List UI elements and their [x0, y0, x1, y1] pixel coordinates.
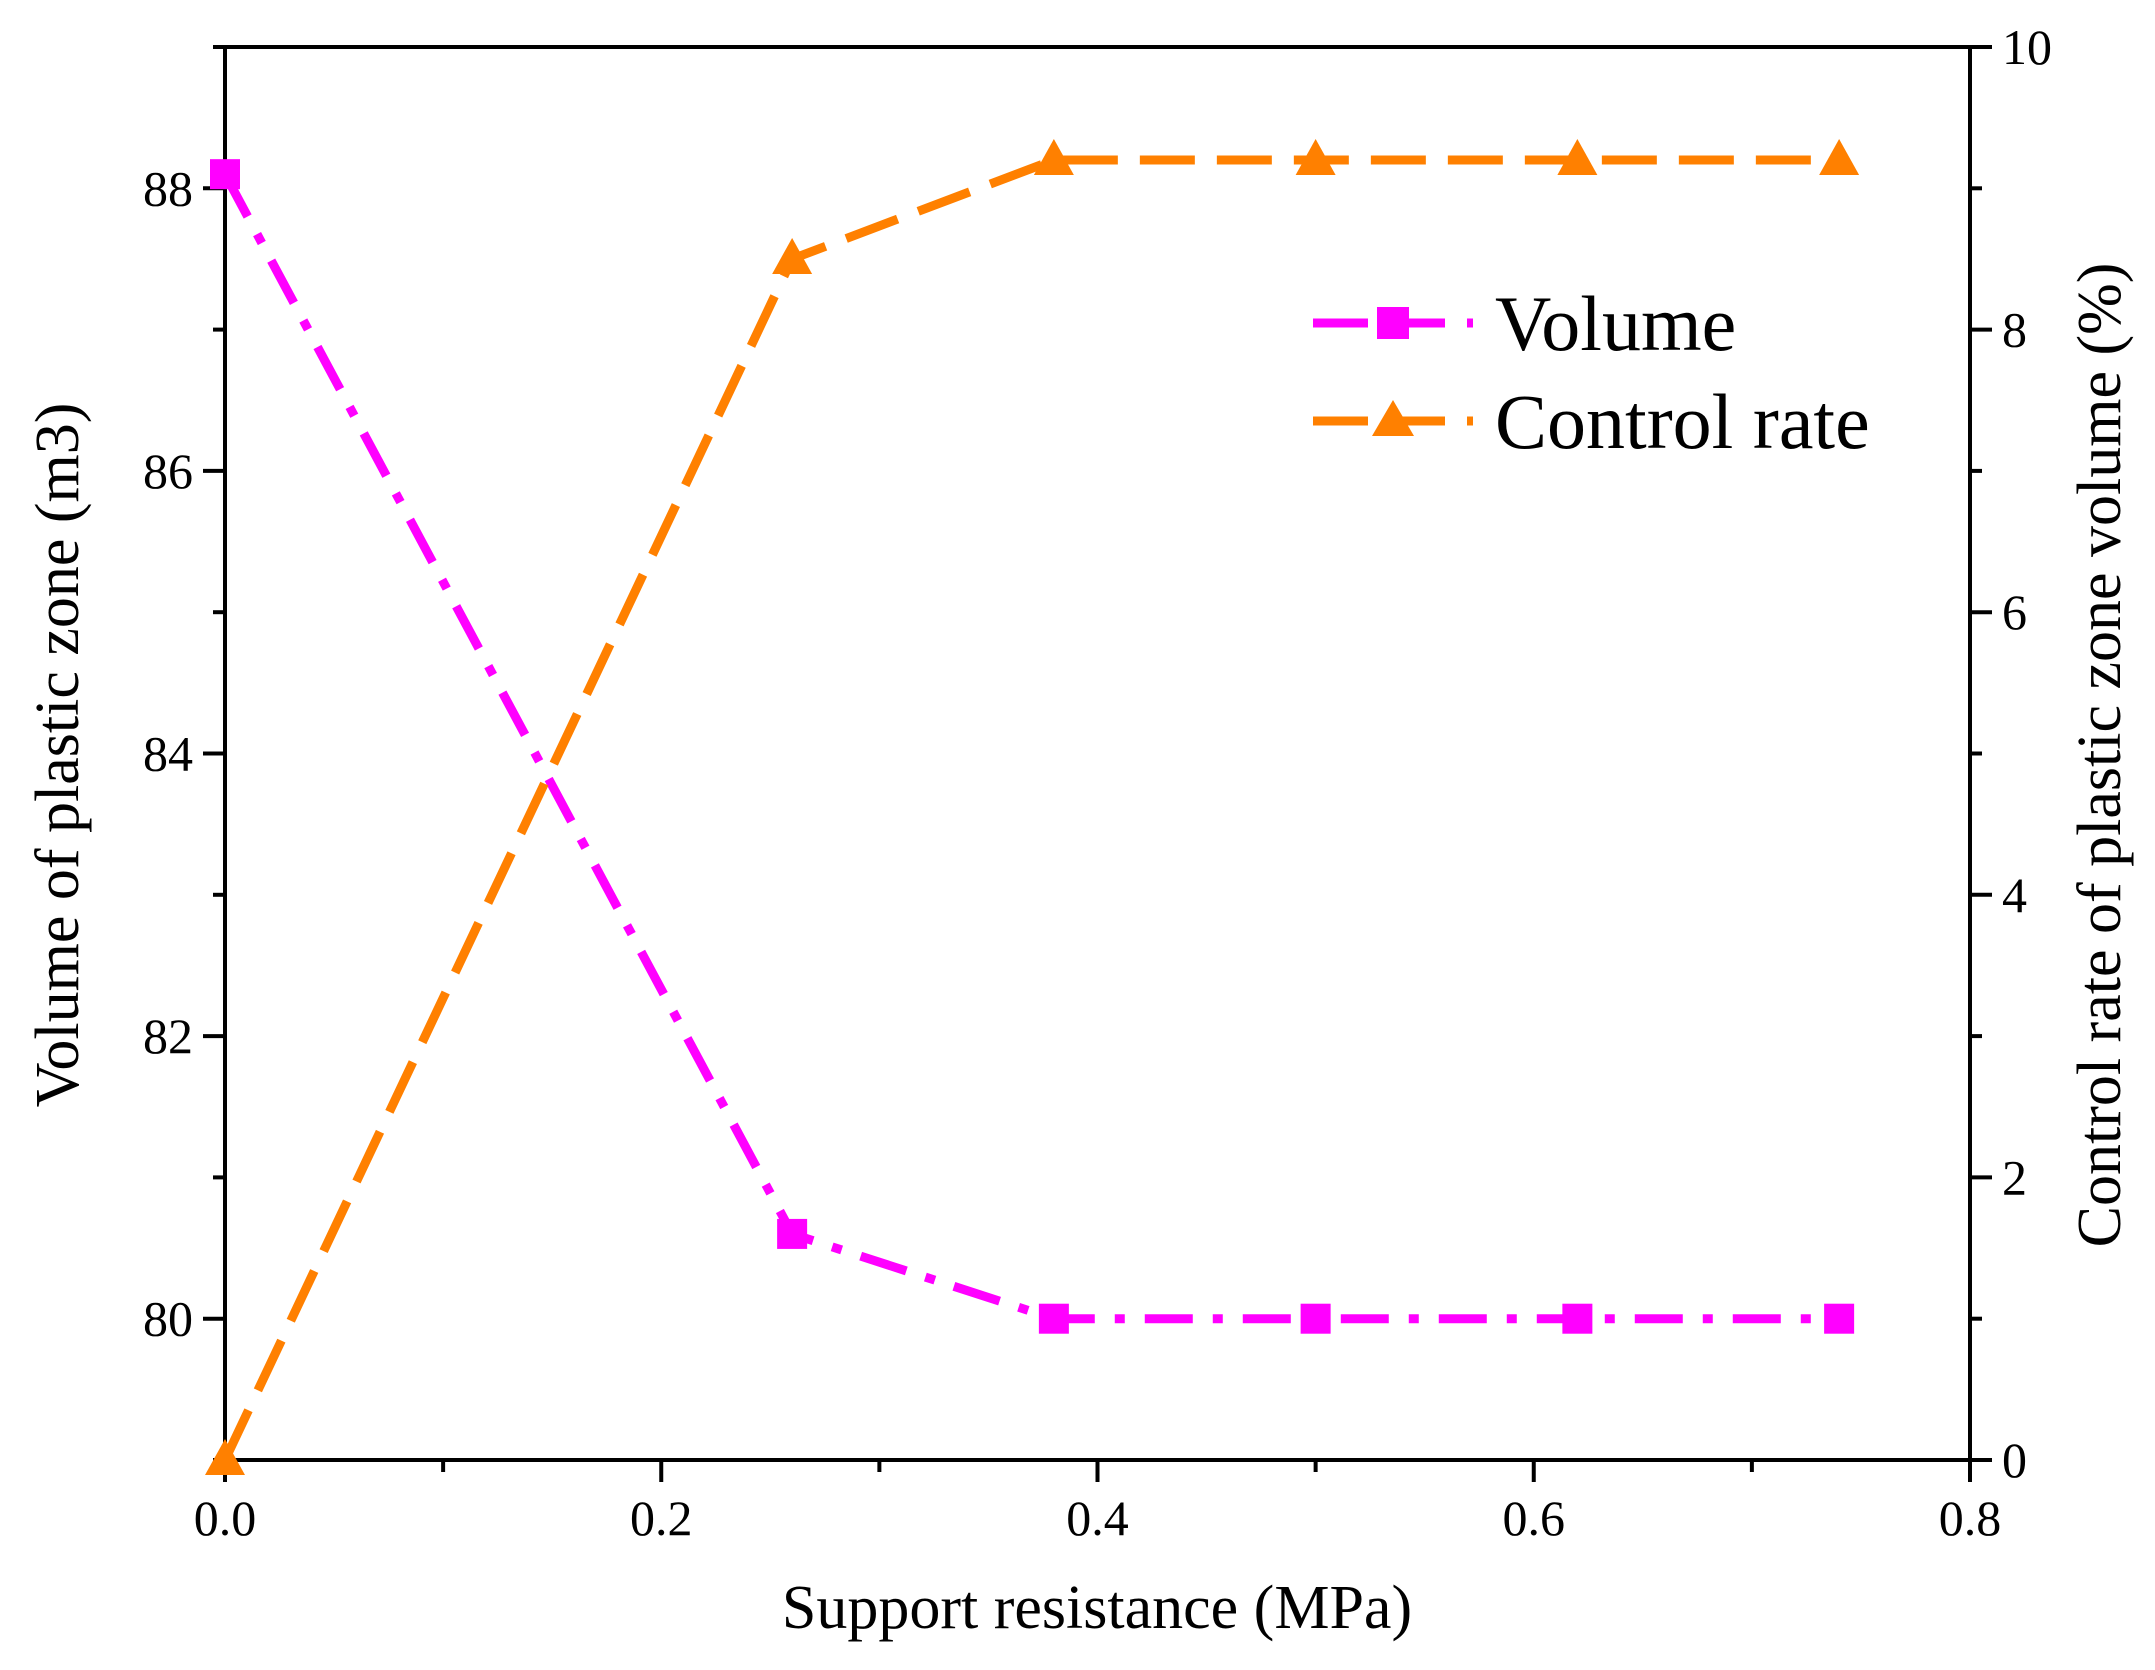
data-point-control-rate — [1557, 139, 1598, 176]
y-right-tick-label: 2 — [2002, 1149, 2027, 1205]
y-right-tick-label: 4 — [2002, 867, 2027, 923]
y-right-tick-label: 8 — [2002, 302, 2027, 358]
y-right-tick-label: 0 — [2002, 1432, 2027, 1488]
y-axis-left-title: Volume of plastic zone (m3) — [24, 403, 92, 1108]
x-axis: 0.0 0.2 0.4 0.6 0.8 — [194, 1460, 2002, 1546]
data-point-control-rate — [772, 237, 813, 274]
x-tick-label: 0.6 — [1503, 1490, 1566, 1546]
legend-label-control-rate: Control rate — [1495, 378, 1870, 465]
legend-label-volume: Volume — [1495, 280, 1736, 367]
legend-item-volume: Volume — [1313, 280, 1736, 367]
x-tick-label: 0.4 — [1066, 1490, 1129, 1546]
legend-marker-control-rate — [1372, 400, 1414, 436]
x-tick-label: 0.8 — [1939, 1490, 2002, 1546]
y-axis-right-title: Control rate of plastic zone volume (%) — [2066, 263, 2134, 1248]
data-point-control-rate — [1819, 139, 1860, 176]
series-line-volume — [221, 172, 1840, 1324]
data-point-volume — [210, 159, 240, 190]
data-point-volume — [1562, 1303, 1593, 1334]
data-point-volume — [1824, 1303, 1855, 1334]
legend: Volume Control rate — [1313, 280, 1870, 465]
data-point-control-rate — [1295, 139, 1336, 176]
x-tick-label: 0.0 — [194, 1490, 257, 1546]
y-axis-left: 80 82 84 86 88 — [143, 45, 225, 1462]
y-left-tick-label: 84 — [143, 726, 193, 782]
x-tick-label: 0.2 — [630, 1490, 693, 1546]
y-right-tick-label: 6 — [2002, 584, 2027, 640]
data-point-volume — [1300, 1303, 1331, 1334]
y-left-tick-label: 86 — [143, 443, 193, 499]
data-point-control-rate — [205, 1439, 245, 1475]
data-point-volume — [777, 1218, 808, 1249]
legend-marker-volume — [1377, 307, 1409, 339]
data-point-volume — [1038, 1303, 1069, 1334]
y-left-tick-label: 88 — [143, 160, 193, 216]
x-axis-title: Support resistance (MPa) — [782, 1574, 1412, 1642]
plot-frame — [223, 45, 1972, 1462]
series-line-control-rate — [220, 155, 1840, 1462]
data-point-control-rate — [1033, 139, 1074, 176]
y-right-tick-label: 10 — [2002, 19, 2052, 75]
plot-border — [223, 45, 1972, 1462]
y-axis-right: 0 2 4 6 8 10 — [1970, 19, 2052, 1488]
legend-item-control-rate: Control rate — [1313, 378, 1870, 465]
series-layer — [205, 139, 1860, 1475]
y-left-tick-label: 80 — [143, 1291, 193, 1347]
y-left-tick-label: 82 — [143, 1008, 193, 1064]
